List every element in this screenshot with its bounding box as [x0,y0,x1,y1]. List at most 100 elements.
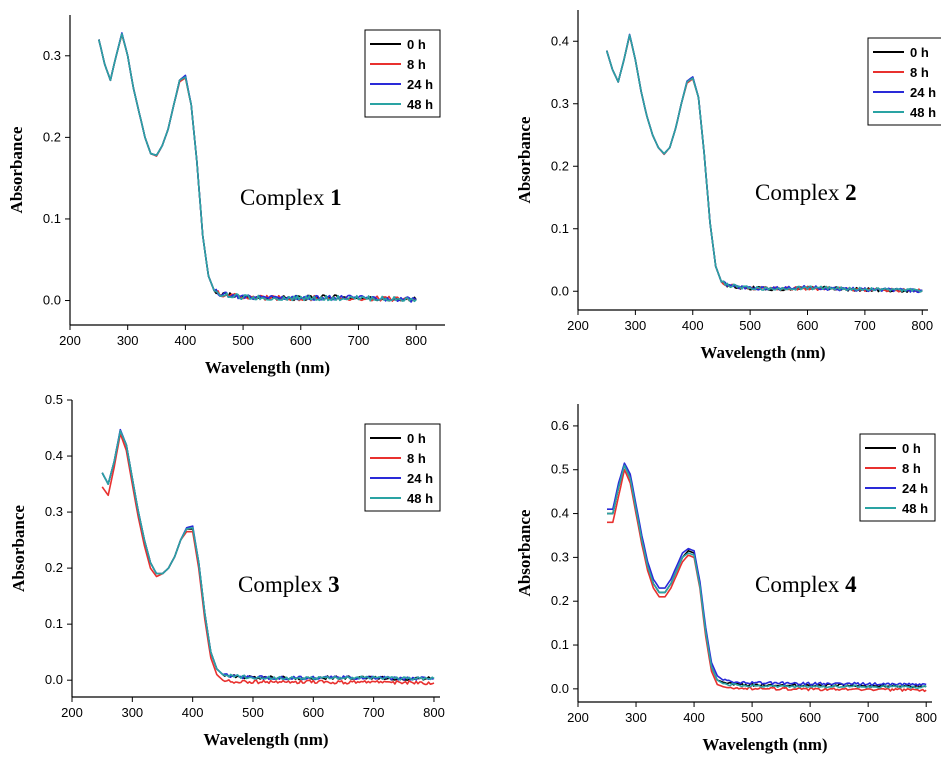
x-tick-label: 300 [121,705,143,720]
legend-label: 8 h [910,65,929,80]
chart-panel-complex-4: 200 300 400 500 600 700 800 0.0 0.1 0.2 0.3 0.4 0.5 0… [515,404,937,754]
x-tick-label: 700 [348,333,370,348]
y-tick-label: 0.1 [45,616,63,631]
series-line-48h [607,464,927,689]
legend-label: 24 h [407,471,433,486]
x-tick-label: 200 [567,318,589,333]
x-tick-label: 200 [567,710,589,725]
y-axis-label: Absorbance [515,116,534,203]
series-line-48h [605,34,923,293]
legend-label: 24 h [902,481,928,496]
x-tick-label: 200 [61,705,83,720]
legend-label: 0 h [910,45,929,60]
legend: 0 h 8 h 24 h 48 h [859,433,936,522]
legend-label: 0 h [407,37,426,52]
y-tick-label: 0.0 [45,672,63,687]
x-tick-label: 700 [857,710,879,725]
y-tick-label: 0.6 [551,418,569,433]
y-tick-label: 0.2 [43,129,61,144]
chart-panel-complex-1: 200 300 400 500 600 700 800 0.0 0.1 0.2 0.3 Wavelen… [7,15,445,377]
y-tick-label: 0.5 [45,392,63,407]
chart-panel-complex-2: 200 300 400 500 600 700 800 0.0 0.1 0.2 0.3 0.4 Wave… [515,10,941,362]
y-tick-label: 0.4 [551,506,569,521]
legend-label: 8 h [407,57,426,72]
legend: 0 h 8 h 24 h 48 h [364,423,441,512]
x-tick-label: 800 [405,333,427,348]
legend-label: 48 h [407,97,433,112]
y-tick-label: 0.3 [43,48,61,63]
complex-annotation: Complex 1 [240,185,342,210]
y-tick-label: 0.0 [43,293,61,308]
y-tick-label: 0.5 [551,462,569,477]
legend-label: 24 h [407,77,433,92]
y-tick-label: 0.0 [551,681,569,696]
y-axis-label: Absorbance [9,505,28,592]
x-tick-label: 500 [242,705,264,720]
series-line-24h [607,462,927,687]
x-tick-label: 500 [739,318,761,333]
x-tick-label: 800 [911,318,933,333]
y-axis-label: Absorbance [515,509,534,596]
x-tick-label: 800 [915,710,937,725]
complex-annotation-prefix: Complex [755,572,845,597]
y-tick-label: 0.0 [551,283,569,298]
complex-annotation-prefix: Complex [238,572,328,597]
x-axis-label: Wavelength (nm) [700,343,825,362]
x-tick-label: 400 [182,705,204,720]
x-tick-label: 600 [302,705,324,720]
legend: 0 h 8 h 24 h 48 h [364,29,441,118]
x-tick-label: 400 [683,710,705,725]
series-line-8h [607,468,927,693]
complex-annotation-prefix: Complex [240,185,330,210]
y-tick-label: 0.3 [551,549,569,564]
legend-label: 24 h [910,85,936,100]
y-tick-label: 0.1 [551,637,569,652]
x-tick-label: 300 [625,710,647,725]
complex-annotation: Complex 2 [755,180,857,205]
y-tick-label: 0.2 [551,593,569,608]
x-tick-label: 500 [232,333,254,348]
x-tick-label: 300 [117,333,139,348]
x-tick-label: 600 [797,318,819,333]
x-axis-label: Wavelength (nm) [203,730,328,749]
x-tick-label: 300 [625,318,647,333]
legend-label: 48 h [902,501,928,516]
y-tick-label: 0.4 [551,33,569,48]
legend-label: 0 h [407,431,426,446]
x-tick-label: 600 [290,333,312,348]
complex-annotation-number: 1 [330,185,342,210]
legend-label: 8 h [407,451,426,466]
x-tick-label: 400 [175,333,197,348]
x-tick-label: 500 [741,710,763,725]
y-tick-label: 0.1 [43,211,61,226]
complex-annotation-prefix: Complex [755,180,845,205]
y-tick-label: 0.3 [551,96,569,111]
complex-annotation: Complex 3 [238,572,340,597]
complex-annotation-number: 2 [845,180,857,205]
chart-panel-complex-3: 200 300 400 500 600 700 800 0.0 0.1 0.2 0.3 0.4 0.5 W… [9,392,445,749]
y-axis-label: Absorbance [7,126,26,213]
x-tick-label: 700 [363,705,385,720]
series-line-48h [98,33,417,303]
legend: 0 h 8 h 24 h 48 h [867,37,941,126]
legend-label: 0 h [902,441,921,456]
x-tick-label: 400 [682,318,704,333]
legend-label: 8 h [902,461,921,476]
complex-annotation: Complex 4 [755,572,857,597]
x-axis-label: Wavelength (nm) [205,358,330,377]
x-tick-label: 200 [59,333,81,348]
x-tick-label: 800 [423,705,445,720]
y-tick-label: 0.3 [45,504,63,519]
y-tick-label: 0.2 [45,560,63,575]
x-tick-label: 600 [799,710,821,725]
x-axis-label: Wavelength (nm) [702,735,827,754]
y-tick-label: 0.1 [551,221,569,236]
legend-label: 48 h [407,491,433,506]
y-tick-label: 0.4 [45,448,63,463]
complex-annotation-number: 3 [328,572,340,597]
y-tick-label: 0.2 [551,158,569,173]
complex-annotation-number: 4 [845,572,857,597]
x-tick-label: 700 [854,318,876,333]
legend-label: 48 h [910,105,936,120]
series-line-48h [101,430,435,681]
